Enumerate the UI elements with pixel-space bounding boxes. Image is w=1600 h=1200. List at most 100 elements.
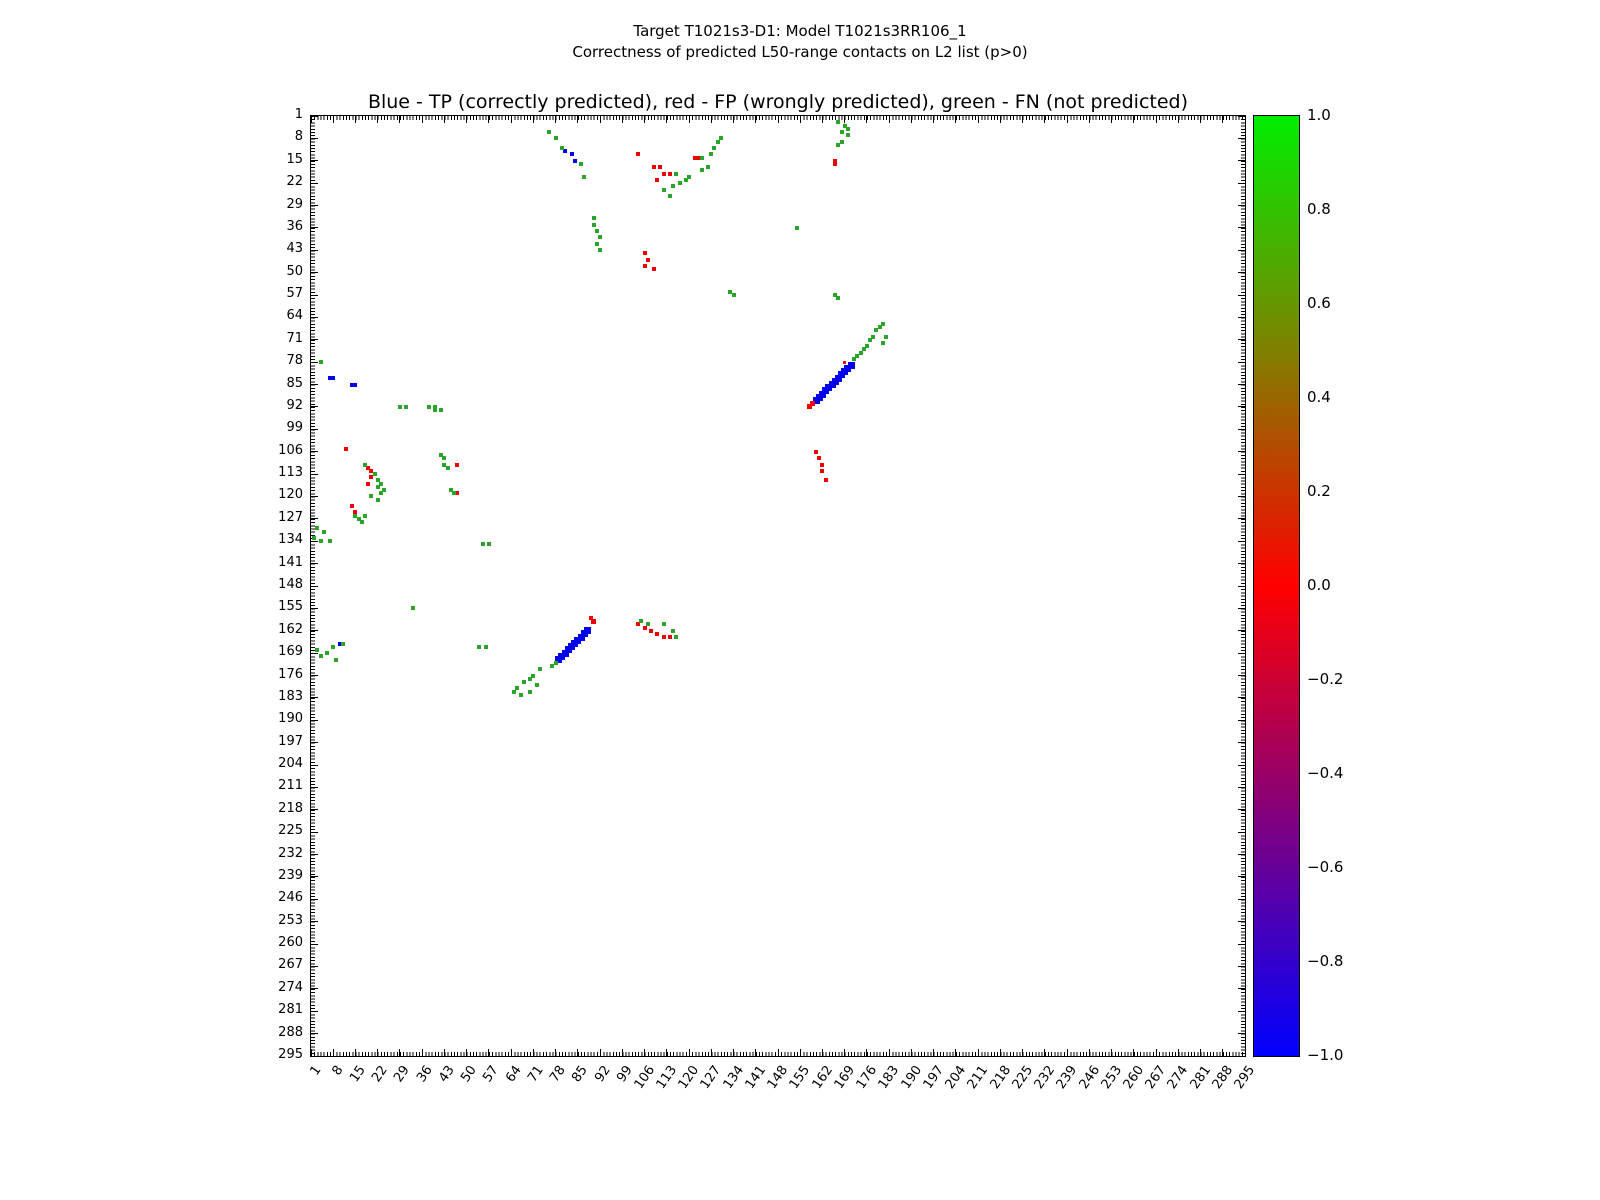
major-tick	[1238, 406, 1245, 408]
y-tick-label: 127	[278, 509, 303, 525]
major-tick	[1238, 473, 1245, 475]
major-tick	[1111, 116, 1113, 123]
major-tick	[466, 116, 468, 123]
scatter-point-fn	[836, 142, 841, 147]
major-tick	[1238, 652, 1245, 654]
scatter-point-fp	[820, 462, 825, 467]
scatter-point-fn	[528, 689, 533, 694]
scatter-point-fn	[404, 404, 409, 409]
major-tick	[621, 116, 623, 123]
major-tick	[1238, 809, 1245, 811]
major-tick	[1155, 1049, 1157, 1056]
scatter-point-tp	[569, 152, 574, 157]
major-tick	[1177, 1049, 1179, 1056]
major-tick	[866, 1049, 868, 1056]
y-tick-label: 239	[278, 867, 303, 883]
major-tick	[910, 116, 912, 123]
major-tick	[311, 876, 318, 878]
scatter-point-fp	[369, 468, 374, 473]
scatter-point-fn	[661, 187, 666, 192]
scatter-point-fp	[823, 478, 828, 483]
scatter-point-fn	[318, 539, 323, 544]
y-tick-label: 204	[278, 756, 303, 772]
major-tick	[311, 540, 318, 542]
scatter-point-fn	[674, 171, 679, 176]
major-tick	[1238, 697, 1245, 699]
major-tick	[399, 116, 401, 123]
major-tick	[933, 1049, 935, 1056]
y-tick-label: 106	[278, 442, 303, 458]
y-tick-label: 288	[278, 1024, 303, 1040]
scatter-point-tp	[328, 376, 333, 381]
scatter-point-fn	[372, 472, 377, 477]
major-tick	[311, 697, 318, 699]
major-tick	[1238, 854, 1245, 856]
y-tick-label: 155	[278, 599, 303, 615]
y-tick-label: 71	[286, 330, 303, 346]
y-tick-label: 141	[278, 554, 303, 570]
scatter-point-fp	[645, 257, 650, 262]
scatter-point-tp	[583, 627, 591, 635]
scatter-point-fp	[833, 161, 838, 166]
major-tick	[1066, 116, 1068, 123]
major-tick	[421, 1049, 423, 1056]
major-tick	[311, 719, 318, 721]
major-tick	[311, 249, 318, 251]
major-tick	[311, 607, 318, 609]
scatter-point-fn	[884, 334, 888, 339]
scatter-point-fp	[693, 155, 698, 160]
y-tick-label: 267	[278, 957, 303, 973]
major-tick	[1238, 540, 1245, 542]
major-tick	[1133, 116, 1135, 123]
major-tick	[311, 675, 318, 677]
major-tick	[999, 116, 1001, 123]
major-tick	[1200, 1049, 1202, 1056]
major-tick	[1244, 1049, 1246, 1056]
major-tick	[1238, 182, 1245, 184]
scatter-point-fn	[363, 513, 367, 518]
major-tick	[311, 831, 318, 833]
major-tick	[999, 1049, 1001, 1056]
y-tick-label: 190	[278, 711, 303, 727]
colorbar-tick-label: −0.6	[1307, 858, 1344, 876]
y-tick-label: 218	[278, 800, 303, 816]
major-tick	[1238, 965, 1245, 967]
major-tick	[377, 116, 379, 123]
major-tick	[311, 764, 318, 766]
major-tick	[1238, 361, 1245, 363]
major-tick	[1238, 742, 1245, 744]
major-tick	[311, 630, 318, 632]
major-tick	[311, 854, 318, 856]
scatter-point-fn	[340, 641, 345, 646]
scatter-point-fn	[667, 193, 672, 198]
y-tick-label: 29	[286, 196, 303, 212]
y-tick-label: 225	[278, 823, 303, 839]
scatter-point-fn	[432, 404, 437, 409]
major-tick	[799, 116, 801, 123]
y-tick-label: 246	[278, 890, 303, 906]
scatter-point-fn	[836, 120, 841, 125]
scatter-point-fp	[591, 618, 597, 624]
major-tick	[555, 116, 557, 123]
scatter-point-fn	[321, 529, 326, 534]
major-tick	[755, 116, 757, 123]
y-tick-label: 50	[286, 263, 303, 279]
scatter-point-fn	[334, 657, 339, 662]
scatter-point-fn	[855, 353, 860, 358]
major-tick	[621, 1049, 623, 1056]
scatter-point-tp	[353, 382, 358, 387]
major-tick	[443, 1049, 445, 1056]
scatter-point-fn	[518, 692, 523, 697]
major-tick	[311, 943, 318, 945]
major-tick	[311, 272, 318, 274]
major-tick	[311, 316, 318, 318]
major-tick	[311, 160, 318, 162]
major-tick	[799, 1049, 801, 1056]
major-tick	[710, 116, 712, 123]
major-tick	[1238, 339, 1245, 341]
major-tick	[311, 115, 318, 117]
scatter-point-fp	[648, 628, 653, 633]
major-tick	[1238, 1010, 1245, 1012]
scatter-point-fn	[718, 136, 723, 141]
y-tick-label: 176	[278, 666, 303, 682]
